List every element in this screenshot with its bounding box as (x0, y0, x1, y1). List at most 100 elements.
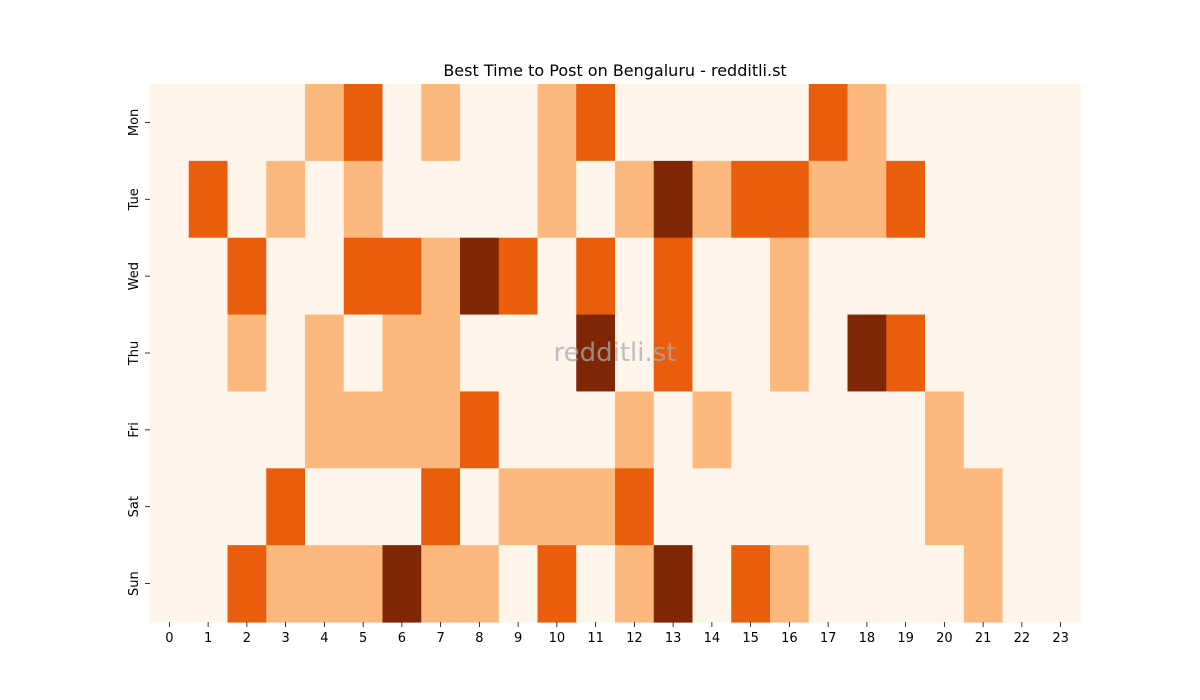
heatmap-cell (692, 237, 732, 316)
heatmap-cell (576, 237, 616, 316)
heatmap-cell (227, 468, 267, 546)
heatmap-cell (343, 314, 384, 393)
x-tick-label: 2 (243, 631, 251, 646)
heatmap-cell (382, 314, 422, 393)
x-tick-label: 16 (781, 631, 798, 646)
heatmap-cell (963, 468, 1004, 546)
heatmap-cell (576, 84, 616, 162)
heatmap-cell (150, 84, 190, 162)
heatmap-cell (227, 237, 267, 316)
heatmap-cell (498, 237, 539, 316)
heatmap-cell (537, 545, 577, 623)
heatmap-cell (963, 84, 1004, 162)
heatmap-cell (808, 314, 849, 393)
heatmap-cell (731, 314, 771, 393)
x-tick-label: 4 (320, 631, 328, 646)
heatmap-cell (576, 468, 616, 546)
heatmap-cell (731, 84, 771, 162)
heatmap-cell (498, 84, 539, 162)
heatmap-cell (421, 314, 461, 393)
heatmap-cell (692, 84, 732, 162)
heatmap-cell (305, 545, 345, 623)
x-tick-label: 7 (436, 631, 444, 646)
x-tick-label: 5 (359, 631, 367, 646)
heatmap-cell (576, 160, 616, 239)
x-tick-label: 18 (859, 631, 876, 646)
heatmap-cell (305, 391, 345, 469)
heatmap-cell (537, 314, 577, 393)
x-tick-label: 15 (742, 631, 759, 646)
heatmap-cell (653, 314, 694, 393)
heatmap-cell (653, 237, 694, 316)
heatmap-cell (460, 468, 500, 546)
heatmap-cell (731, 468, 771, 546)
heatmap-cell (847, 545, 887, 623)
heatmap-cell (692, 160, 732, 239)
heatmap-cell (886, 391, 926, 469)
heatmap-cell (731, 391, 771, 469)
x-tick-label: 3 (281, 631, 289, 646)
heatmap-cell (266, 314, 306, 393)
x-tick-label: 0 (165, 631, 173, 646)
heatmap-cell (1041, 468, 1081, 546)
heatmap-cell (1041, 545, 1081, 623)
heatmap-cell (963, 160, 1004, 239)
heatmap-cell (847, 237, 887, 316)
heatmap-cell (1002, 545, 1042, 623)
heatmap-cell (925, 391, 965, 469)
heatmap-cell (150, 160, 190, 239)
heatmap-cell (382, 391, 422, 469)
heatmap-cell (653, 84, 694, 162)
heatmap-cell (653, 468, 694, 546)
heatmap-cell (188, 84, 229, 162)
heatmap-cell (460, 314, 500, 393)
heatmap-cells (150, 84, 1081, 623)
heatmap-cell (925, 545, 965, 623)
heatmap-cell (886, 468, 926, 546)
heatmap-cell (1002, 237, 1042, 316)
heatmap-cell (847, 314, 887, 393)
heatmap-cell (498, 160, 539, 239)
heatmap-cell (808, 468, 849, 546)
x-tick-label: 19 (897, 631, 914, 646)
heatmap-cell (537, 468, 577, 546)
heatmap-cell (1041, 314, 1081, 393)
heatmap-cell (188, 314, 229, 393)
heatmap-cell (1041, 160, 1081, 239)
heatmap-cell (460, 84, 500, 162)
heatmap-cell (382, 545, 422, 623)
heatmap-cell (305, 237, 345, 316)
y-axis-ticks: Mon Tue Wed Thu Fri Sat Sun (127, 109, 150, 596)
heatmap-cell (1002, 160, 1042, 239)
x-tick-label: 14 (704, 631, 721, 646)
heatmap-cell (150, 391, 190, 469)
y-tick-label: Sat (127, 496, 142, 517)
heatmap-cell (343, 545, 384, 623)
heatmap-cell (770, 468, 810, 546)
heatmap-cell (227, 391, 267, 469)
heatmap-cell (343, 468, 384, 546)
heatmap-cell (343, 391, 384, 469)
x-tick-label: 20 (936, 631, 953, 646)
heatmap-cell (460, 545, 500, 623)
heatmap-cell (382, 468, 422, 546)
heatmap-cell (963, 545, 1004, 623)
y-tick-label: Thu (127, 341, 142, 366)
heatmap-cell (227, 160, 267, 239)
heatmap-cell (382, 84, 422, 162)
heatmap-cell (460, 391, 500, 469)
heatmap-cell (731, 160, 771, 239)
heatmap-cell (770, 391, 810, 469)
heatmap-cell (808, 84, 849, 162)
heatmap-cell (925, 84, 965, 162)
x-tick-label: 13 (665, 631, 682, 646)
heatmap-cell (305, 314, 345, 393)
heatmap-cell (498, 468, 539, 546)
heatmap-cell (615, 468, 655, 546)
heatmap-cell (808, 545, 849, 623)
heatmap-cell (653, 391, 694, 469)
y-tick-label: Tue (127, 188, 142, 211)
y-tick-label: Fri (127, 422, 142, 438)
heatmap-cell (963, 314, 1004, 393)
heatmap-cell (963, 237, 1004, 316)
